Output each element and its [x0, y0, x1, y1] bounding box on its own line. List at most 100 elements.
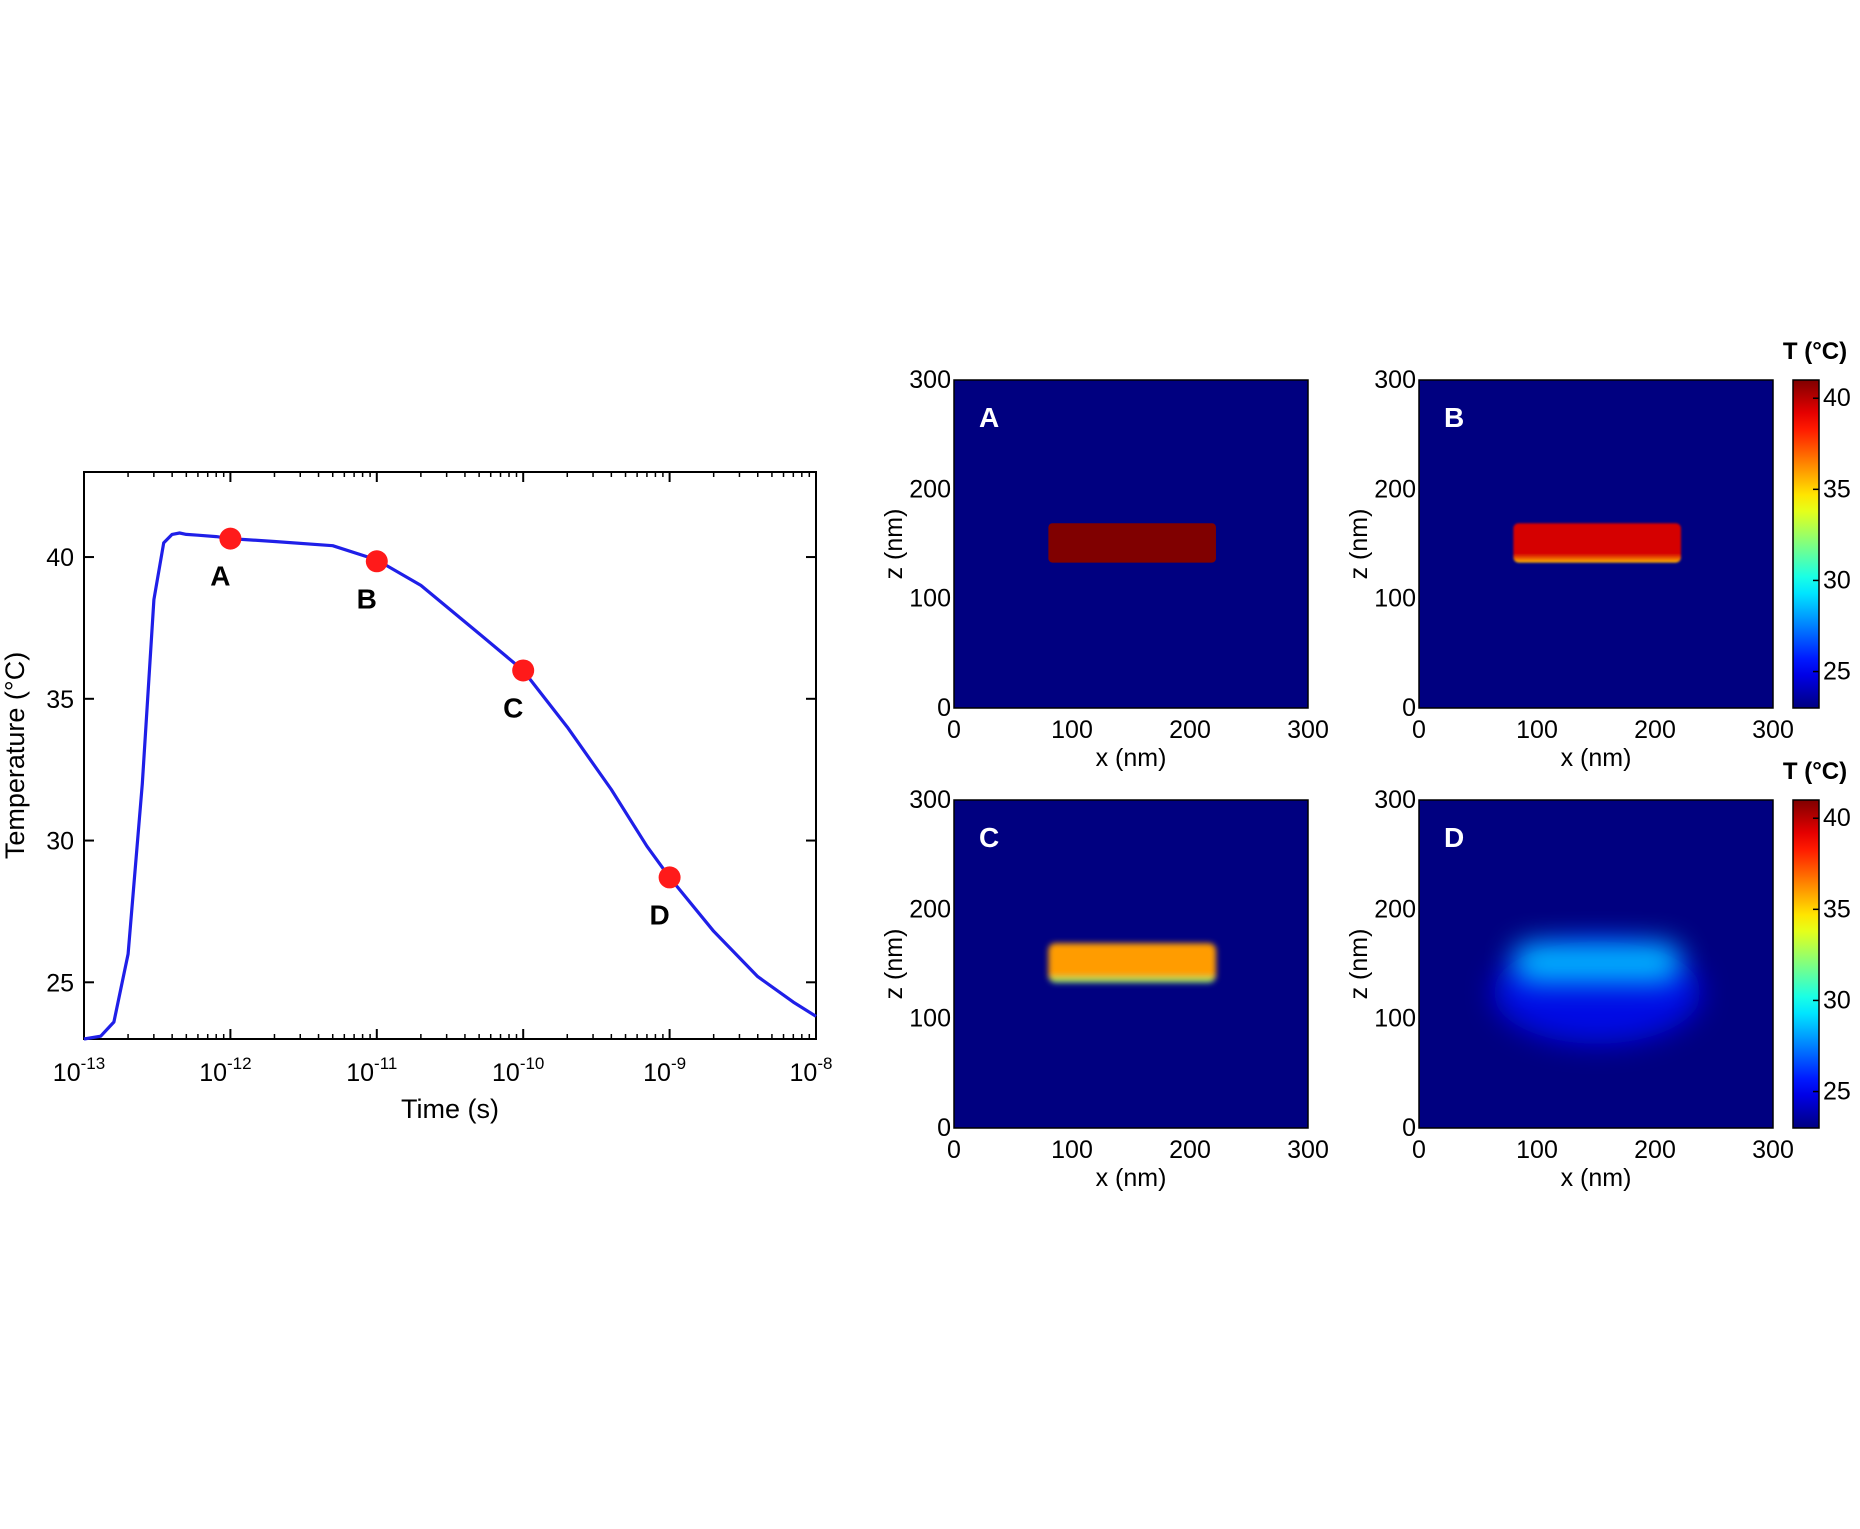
x-tick-label: 100	[1051, 1136, 1093, 1164]
z-tick-label: 100	[909, 585, 951, 613]
y-tick-label: 40	[46, 544, 74, 572]
marker-d	[658, 866, 681, 889]
x-tick-label: 10-10	[492, 1054, 544, 1087]
x-tick-base: 10	[643, 1059, 671, 1087]
x-tick-exponent: -12	[227, 1054, 252, 1073]
colorbar-tick-label: 25	[1823, 658, 1851, 686]
x-tick-base: 10	[492, 1059, 520, 1087]
y-tick-label: 30	[46, 828, 74, 856]
y-tick-label: 35	[46, 686, 74, 714]
z-tick-label: 200	[909, 895, 951, 923]
z-axis-label: z (nm)	[1345, 509, 1373, 580]
z-tick-label: 200	[909, 475, 951, 503]
colorbar-tick-label: 25	[1823, 1078, 1851, 1106]
x-tick-label: 0	[1412, 1136, 1426, 1164]
heatmap-frame	[1418, 379, 1774, 709]
colorbar-tick-label: 40	[1823, 804, 1851, 832]
y-axis-label: Temperature (°C)	[0, 652, 30, 859]
x-tick-label: 200	[1169, 716, 1211, 744]
x-tick-base: 10	[53, 1059, 81, 1087]
z-tick-label: 300	[909, 786, 951, 814]
x-tick-label: 100	[1516, 1136, 1558, 1164]
temperature-time-chart: 10-13 10-12 10-11 10-10 10-9 10-825303540Time…	[0, 471, 833, 1124]
z-tick-label: 100	[1374, 1005, 1416, 1033]
colorbar-tick-label: 35	[1823, 895, 1851, 923]
z-tick-label: 100	[1374, 585, 1416, 613]
colorbar-gradient	[1792, 799, 1820, 1129]
colorbar-title: T (°C)	[1783, 338, 1847, 365]
colorbar: T (°C) 25 30 35 40	[1783, 338, 1851, 709]
hot-nanorod	[1513, 523, 1681, 563]
x-tick-label: 0	[947, 1136, 961, 1164]
x-tick-label: 300	[1287, 1136, 1329, 1164]
z-tick-label: 0	[937, 1114, 951, 1142]
colorbar-tick-label: 30	[1823, 986, 1851, 1014]
x-tick-label: 10-9	[643, 1054, 686, 1087]
heatmap-frame	[1418, 799, 1774, 1129]
x-tick-label: 200	[1169, 1136, 1211, 1164]
x-tick-label: 300	[1752, 716, 1794, 744]
z-tick-label: 0	[1402, 1114, 1416, 1142]
x-tick-base: 10	[346, 1059, 374, 1087]
x-tick-base: 10	[790, 1059, 818, 1087]
colorbar-tick-label: 35	[1823, 475, 1851, 503]
z-tick-label: 300	[909, 366, 951, 394]
colorbar: T (°C) 25 30 35 40	[1783, 758, 1851, 1129]
hot-nanorod	[1513, 943, 1681, 983]
heatmap-panels: A 0 100 200 300 0 100 200 300 x (nm) z (nm) B 0 100 20…	[880, 366, 1794, 1192]
x-axis-label: Time (s)	[401, 1094, 499, 1124]
z-tick-label: 0	[1402, 694, 1416, 722]
z-tick-label: 0	[937, 694, 951, 722]
z-tick-label: 300	[1374, 786, 1416, 814]
heatmap-panel-d: D 0 100 200 300 0 100 200 300 x (nm) z (nm)	[1345, 786, 1794, 1192]
x-tick-label: 300	[1752, 1136, 1794, 1164]
x-tick-exponent: -9	[671, 1054, 686, 1073]
marker-label-d: D	[649, 899, 669, 930]
x-axis-label: x (nm)	[1561, 1164, 1632, 1192]
x-tick-label: 0	[1412, 716, 1426, 744]
colorbar-tick-label: 40	[1823, 384, 1851, 412]
marker-label-a: A	[210, 561, 230, 592]
x-axis-label: x (nm)	[1096, 1164, 1167, 1192]
heatmap-panel-a: A 0 100 200 300 0 100 200 300 x (nm) z (nm)	[880, 366, 1329, 772]
heatmap-frame	[953, 799, 1309, 1129]
z-tick-label: 300	[1374, 366, 1416, 394]
heatmap-panel-c: C 0 100 200 300 0 100 200 300 x (nm) z (nm)	[880, 786, 1329, 1192]
marker-b	[365, 550, 388, 573]
panel-label: A	[979, 402, 999, 433]
panel-label: B	[1444, 402, 1464, 433]
marker-c	[512, 659, 535, 682]
x-tick-label: 10-12	[199, 1054, 251, 1087]
x-tick-label: 100	[1051, 716, 1093, 744]
x-tick-label: 300	[1287, 716, 1329, 744]
x-axis-label: x (nm)	[1096, 744, 1167, 772]
x-tick-exponent: -8	[817, 1054, 832, 1073]
y-tick-label: 25	[46, 969, 74, 997]
colorbar-title: T (°C)	[1783, 758, 1847, 785]
marker-label-c: C	[503, 692, 523, 723]
marker-a	[219, 527, 242, 550]
z-axis-label: z (nm)	[880, 929, 908, 1000]
x-tick-label: 0	[947, 716, 961, 744]
z-axis-label: z (nm)	[1345, 929, 1373, 1000]
marker-label-b: B	[357, 583, 377, 614]
x-tick-exponent: -10	[520, 1054, 545, 1073]
heatmap-panel-b: B 0 100 200 300 0 100 200 300 x (nm) z (nm)	[1345, 366, 1794, 772]
plot-area	[83, 471, 817, 1040]
x-tick-label: 200	[1634, 716, 1676, 744]
hot-nanorod	[1048, 943, 1216, 983]
x-tick-label: 200	[1634, 1136, 1676, 1164]
x-tick-base: 10	[199, 1059, 227, 1087]
x-tick-exponent: -11	[374, 1054, 397, 1073]
temperature-curve	[83, 531, 817, 1041]
x-tick-label: 100	[1516, 716, 1558, 744]
x-axis-label: x (nm)	[1561, 744, 1632, 772]
z-tick-label: 100	[909, 1005, 951, 1033]
heatmap-frame	[953, 379, 1309, 709]
z-tick-label: 200	[1374, 895, 1416, 923]
colorbar-tick-label: 30	[1823, 566, 1851, 594]
panel-label: D	[1444, 822, 1464, 853]
x-tick-label: 10-11	[346, 1054, 397, 1087]
x-tick-label: 10-8	[790, 1054, 833, 1087]
